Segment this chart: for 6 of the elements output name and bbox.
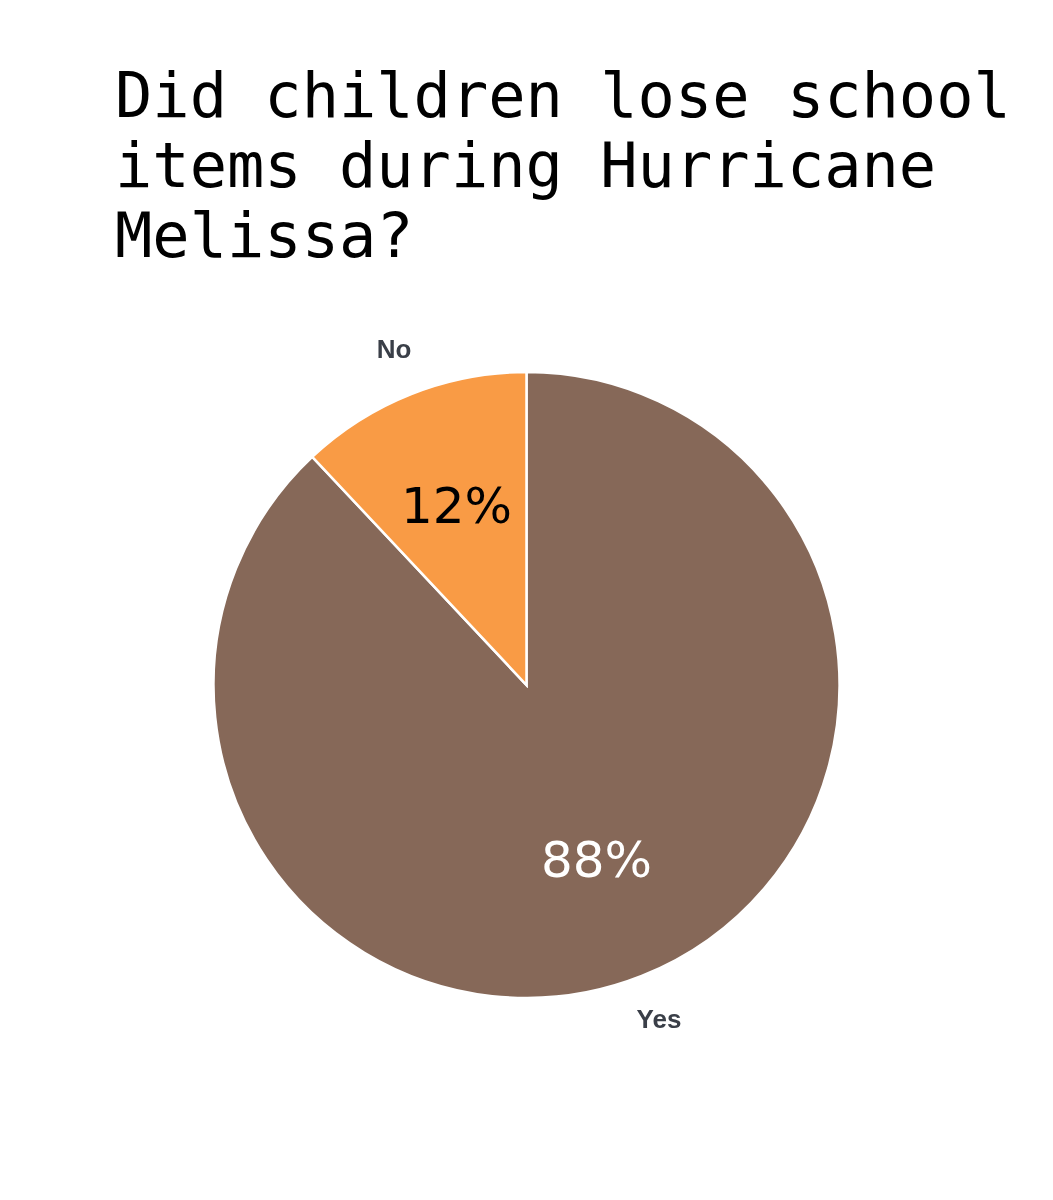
data-label: 88% (540, 830, 653, 889)
chart-title: Did children lose school items during Hurricane Melissa? (115, 59, 1011, 272)
slice-label: Yes (636, 1003, 682, 1034)
data-label: 12% (400, 477, 513, 536)
pie-slice (212, 370, 841, 999)
slice-label: No (376, 334, 412, 365)
